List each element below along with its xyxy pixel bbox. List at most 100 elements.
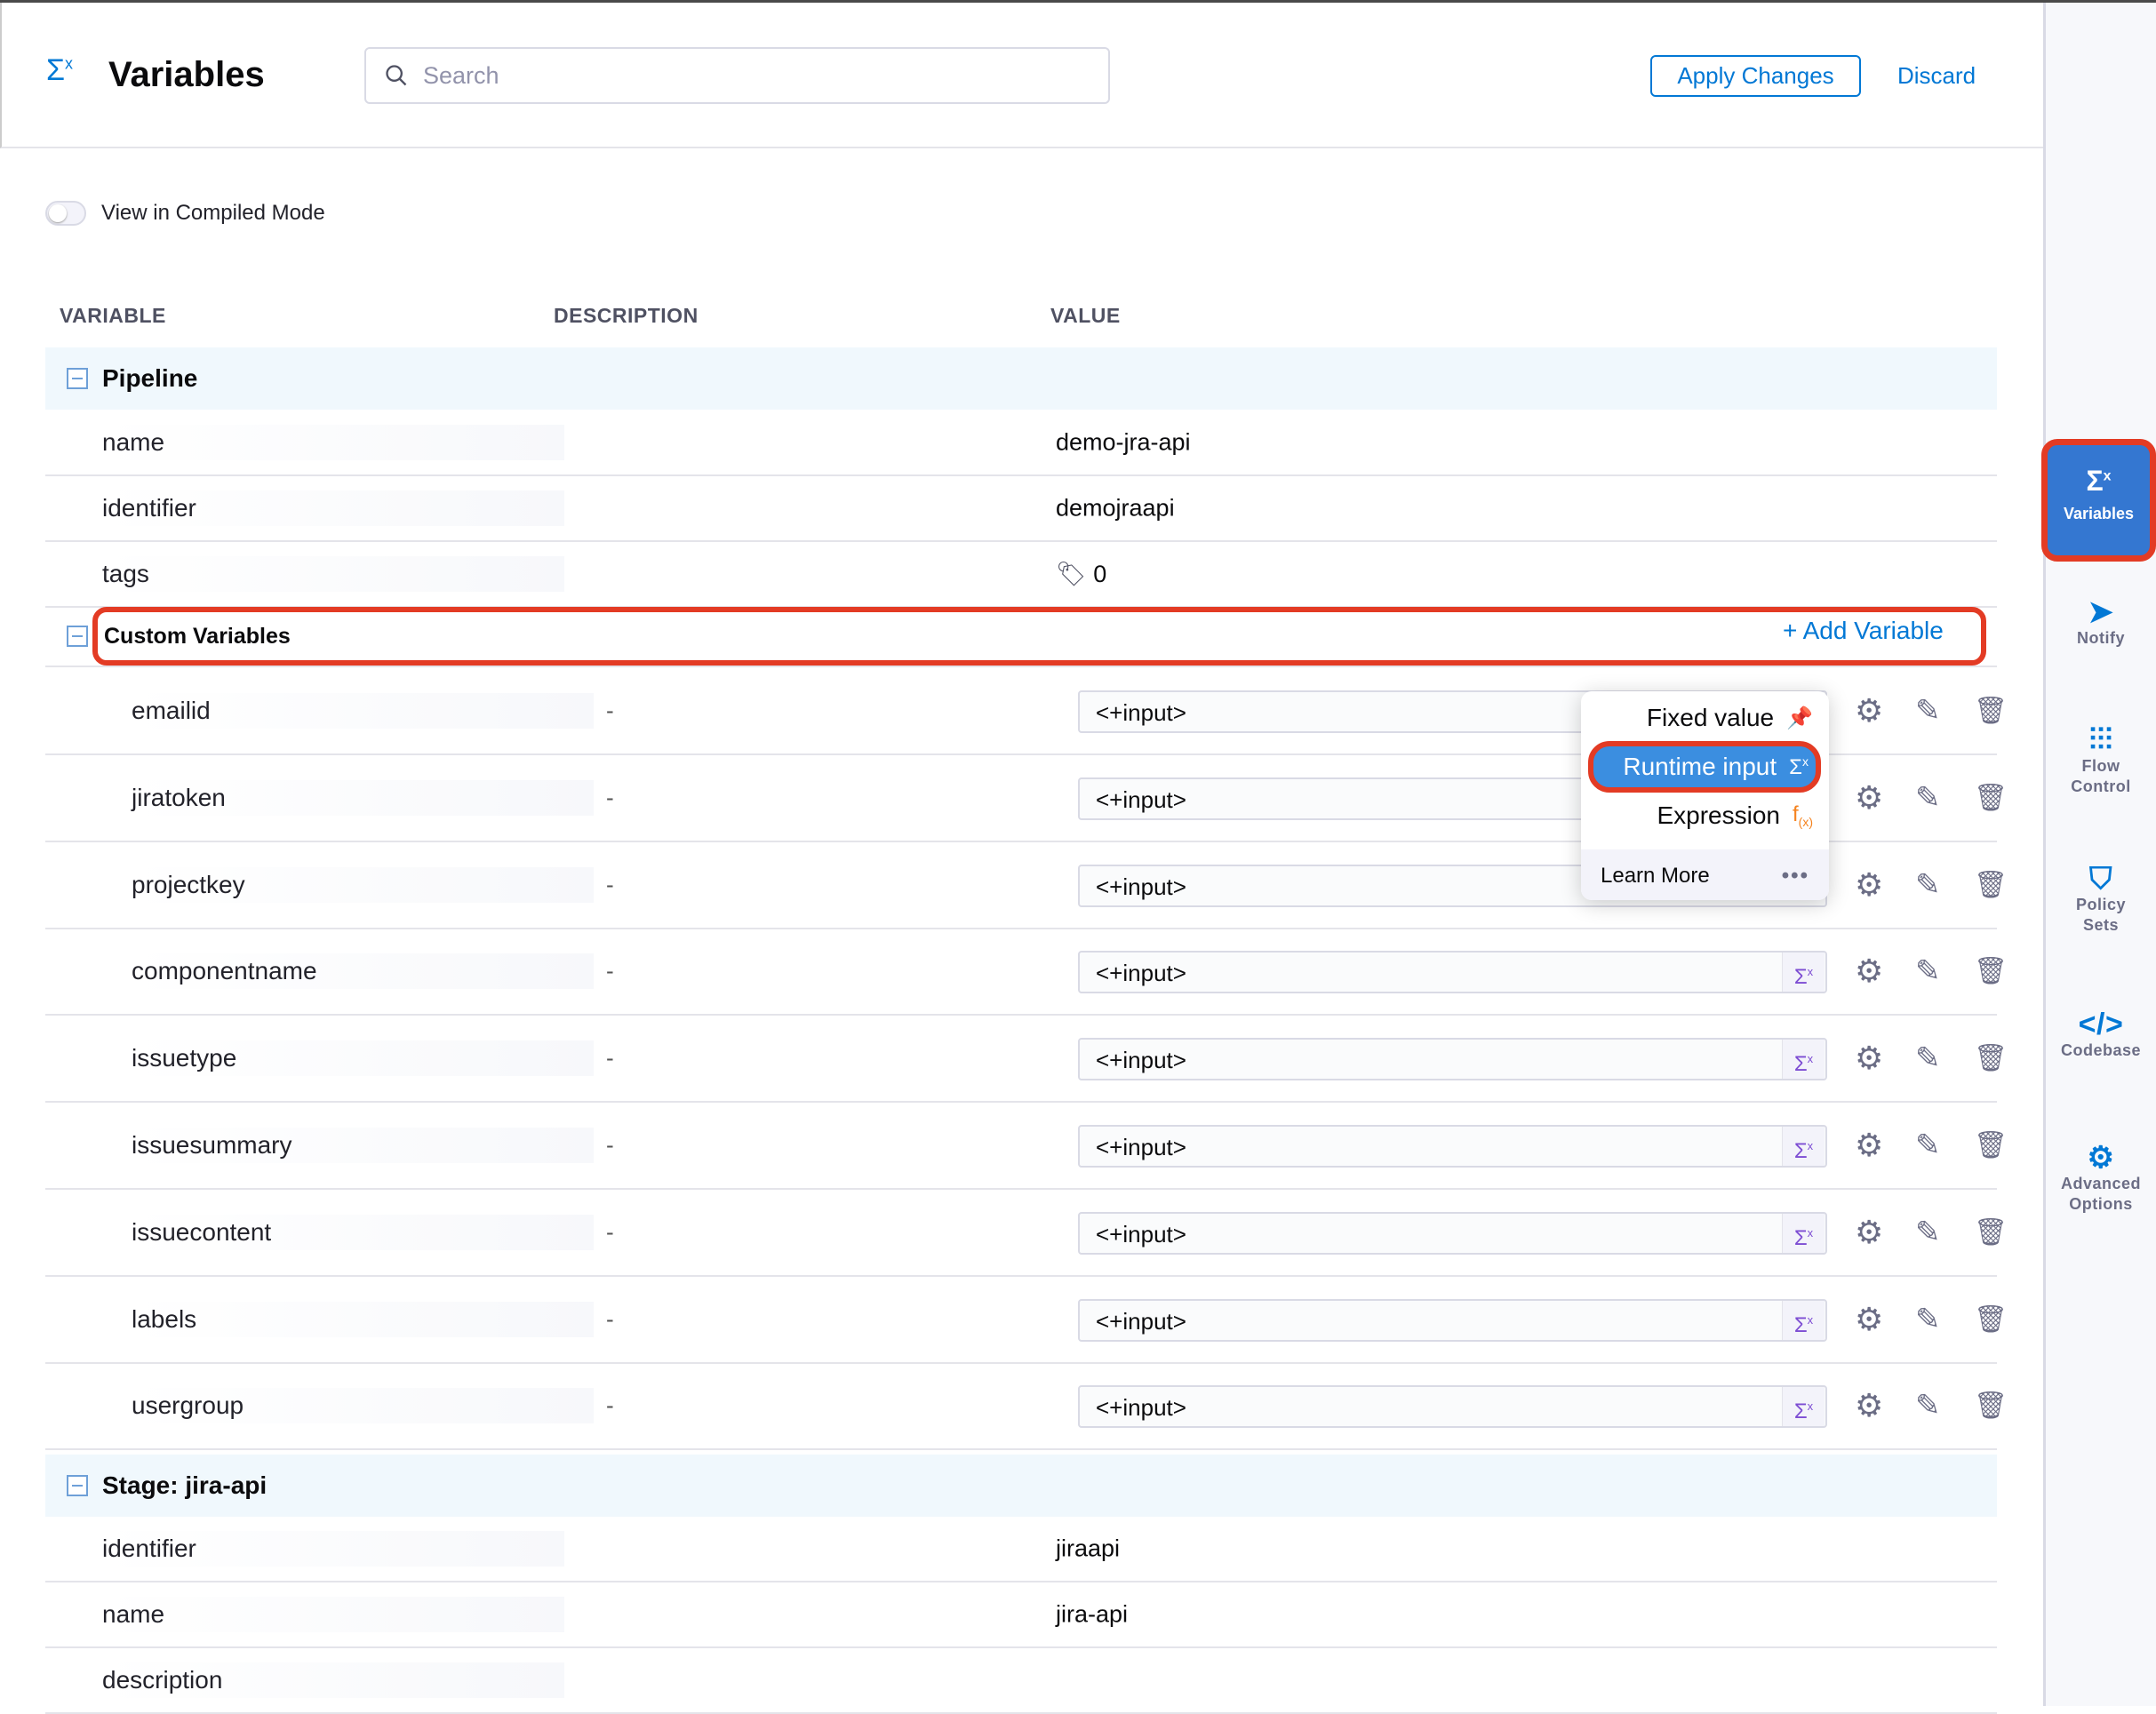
header <box>0 3 2043 148</box>
menu-item-runtime-input[interactable]: Runtime input Σx <box>1588 741 1821 793</box>
runtime-input-type-button[interactable]: Σx <box>1782 1127 1825 1166</box>
add-variable-button[interactable]: + Add Variable <box>1783 617 1944 644</box>
edit-pencil-icon[interactable]: ✎ <box>1915 954 1941 989</box>
menu-item-label: Learn More <box>1601 864 1710 888</box>
settings-gear-icon[interactable]: ⚙ <box>1855 1127 1884 1163</box>
settings-gear-icon[interactable]: ⚙ <box>1855 692 1884 729</box>
tag-icon: 🏷 <box>1056 561 1087 587</box>
variable-value-text: <+input> <box>1096 1307 1186 1335</box>
sidebar-item-notify[interactable]: ➤ Notify <box>2046 595 2156 649</box>
collapse-icon[interactable] <box>67 368 88 389</box>
variable-value-text: <+input> <box>1096 1134 1186 1160</box>
settings-gear-icon[interactable]: ⚙ <box>1855 1300 1884 1337</box>
stage-section-header[interactable]: Stage: jira-api <box>45 1455 1997 1517</box>
sidebar-item-flow-control[interactable]: ⫶⫶⫶ Flow Control <box>2046 725 2156 797</box>
apply-changes-button[interactable]: Apply Changes <box>1650 55 1861 97</box>
variable-description: - <box>606 871 614 898</box>
menu-item-expression[interactable]: Expression f(x) <box>1657 801 1813 830</box>
learn-more-link[interactable]: Learn More ••• <box>1601 864 1809 889</box>
code-warning-icon: </> <box>2078 1008 2124 1041</box>
edit-pencil-icon[interactable]: ✎ <box>1915 1128 1941 1162</box>
paper-plane-icon: ➤ <box>2088 595 2114 629</box>
menu-item-fixed-value[interactable]: Fixed value 📌 <box>1647 704 1813 732</box>
edit-pencil-icon[interactable]: ✎ <box>1915 780 1941 815</box>
search-box[interactable] <box>364 47 1110 104</box>
edit-pencil-icon[interactable]: ✎ <box>1915 867 1941 902</box>
sidebar-item-label: Notify <box>2077 629 2125 647</box>
sidebar-item-advanced-options[interactable]: ⚙ Advanced Options <box>2046 1141 2156 1215</box>
sigma-x-icon: Σx <box>1789 753 1809 779</box>
delete-trash-icon[interactable]: 🗑 <box>1974 1217 2008 1248</box>
variable-value-text: <+input> <box>1096 1394 1186 1422</box>
runtime-input-type-button[interactable]: Σx <box>1782 1040 1825 1080</box>
table-row: issuecontent - <+input> Σx ⚙ ✎ 🗑 <box>45 1190 2008 1277</box>
variable-value-input[interactable]: <+input> <box>1078 1211 1827 1255</box>
delete-trash-icon[interactable]: 🗑 <box>1974 1043 2008 1073</box>
delete-trash-icon[interactable]: 🗑 <box>1974 870 2008 900</box>
variable-value-input[interactable]: <+input> <box>1078 1125 1827 1168</box>
menu-item-label: Expression <box>1657 801 1780 829</box>
table-row: name jira-api <box>45 1582 1997 1648</box>
edit-pencil-icon[interactable]: ✎ <box>1915 694 1941 728</box>
settings-gear-icon[interactable]: ⚙ <box>1855 778 1884 816</box>
variable-value-text: <+input> <box>1096 699 1186 726</box>
delete-trash-icon[interactable]: 🗑 <box>1974 1304 2008 1335</box>
column-header-value: VALUE <box>1050 304 1121 327</box>
variable-description: - <box>606 784 614 811</box>
runtime-input-type-button[interactable]: Σx <box>1782 953 1825 993</box>
edit-pencil-icon[interactable]: ✎ <box>1915 1302 1941 1336</box>
delete-trash-icon[interactable]: 🗑 <box>1974 956 2008 986</box>
variable-value-text: <+input> <box>1096 785 1186 813</box>
edit-pencil-icon[interactable]: ✎ <box>1915 1041 1941 1076</box>
pipeline-section-header[interactable]: Pipeline <box>45 347 1997 410</box>
delete-trash-icon[interactable]: 🗑 <box>1974 783 2008 813</box>
sidebar-item-codebase[interactable]: </> Codebase <box>2046 1008 2156 1061</box>
variable-value-input[interactable]: <+input> <box>1078 1298 1827 1342</box>
compiled-mode-toggle[interactable] <box>45 201 86 226</box>
settings-gear-icon[interactable]: ⚙ <box>1855 1213 1884 1250</box>
edit-pencil-icon[interactable]: ✎ <box>1915 1389 1941 1423</box>
advanced-options-icon: ⚙ <box>2087 1141 2115 1175</box>
variable-name: issuesummary <box>132 1128 594 1163</box>
variable-name: emailid <box>132 693 594 729</box>
runtime-input-type-button[interactable]: Σx <box>1782 1213 1825 1253</box>
table-row: componentname - <+input> Σx ⚙ ✎ 🗑 <box>45 929 2008 1016</box>
sidebar-item-policy-sets[interactable]: ⛉ Policy Sets <box>2046 862 2156 936</box>
settings-gear-icon[interactable]: ⚙ <box>1855 1387 1884 1424</box>
edit-pencil-icon[interactable]: ✎ <box>1915 1215 1941 1249</box>
collapse-icon[interactable] <box>67 626 88 647</box>
variable-name: labels <box>132 1301 594 1337</box>
variable-value: demojraapi <box>1056 495 1175 522</box>
sigma-x-icon: Σx <box>46 53 74 87</box>
section-title: Stage: jira-api <box>102 1471 268 1499</box>
runtime-input-type-button[interactable]: Σx <box>1782 1300 1825 1340</box>
settings-gear-icon[interactable]: ⚙ <box>1855 953 1884 990</box>
column-header-description: DESCRIPTION <box>554 304 699 327</box>
custom-variables-title: Custom Variables <box>104 624 291 649</box>
variable-name: projectkey <box>132 866 594 903</box>
variable-description: - <box>606 697 614 724</box>
input-type-menu: Fixed value 📌 Runtime input Σx Expression f… <box>1581 691 1829 900</box>
delete-trash-icon[interactable]: 🗑 <box>1974 1130 2008 1160</box>
value-text: 0 <box>1093 561 1107 587</box>
discard-button[interactable]: Discard <box>1897 62 1976 89</box>
settings-gear-icon[interactable]: ⚙ <box>1855 1040 1884 1077</box>
settings-gear-icon[interactable]: ⚙ <box>1855 865 1884 903</box>
variable-value-input[interactable]: <+input> <box>1078 1385 1827 1429</box>
more-icon[interactable]: ••• <box>1781 864 1809 888</box>
delete-trash-icon[interactable]: 🗑 <box>1974 696 2008 726</box>
sidebar-item-variables[interactable]: Σx Variables <box>2041 439 2156 562</box>
table-row: identifier jiraapi <box>45 1517 1997 1582</box>
delete-trash-icon[interactable]: 🗑 <box>1974 1391 2008 1421</box>
collapse-icon[interactable] <box>67 1475 88 1496</box>
table-row: labels - <+input> Σx ⚙ ✎ 🗑 <box>45 1277 2008 1364</box>
shield-check-icon: ⛉ <box>2089 862 2112 896</box>
compiled-mode-label: View in Compiled Mode <box>101 201 325 225</box>
window-top-border <box>0 0 2156 3</box>
variable-value-input[interactable]: <+input> <box>1078 951 1827 994</box>
variable-value-input[interactable]: <+input> <box>1078 1038 1827 1081</box>
variable-value-text: <+input> <box>1096 1047 1186 1074</box>
search-input[interactable] <box>423 61 1045 90</box>
runtime-input-type-button[interactable]: Σx <box>1782 1387 1825 1427</box>
variable-name: usergroup <box>132 1388 594 1424</box>
